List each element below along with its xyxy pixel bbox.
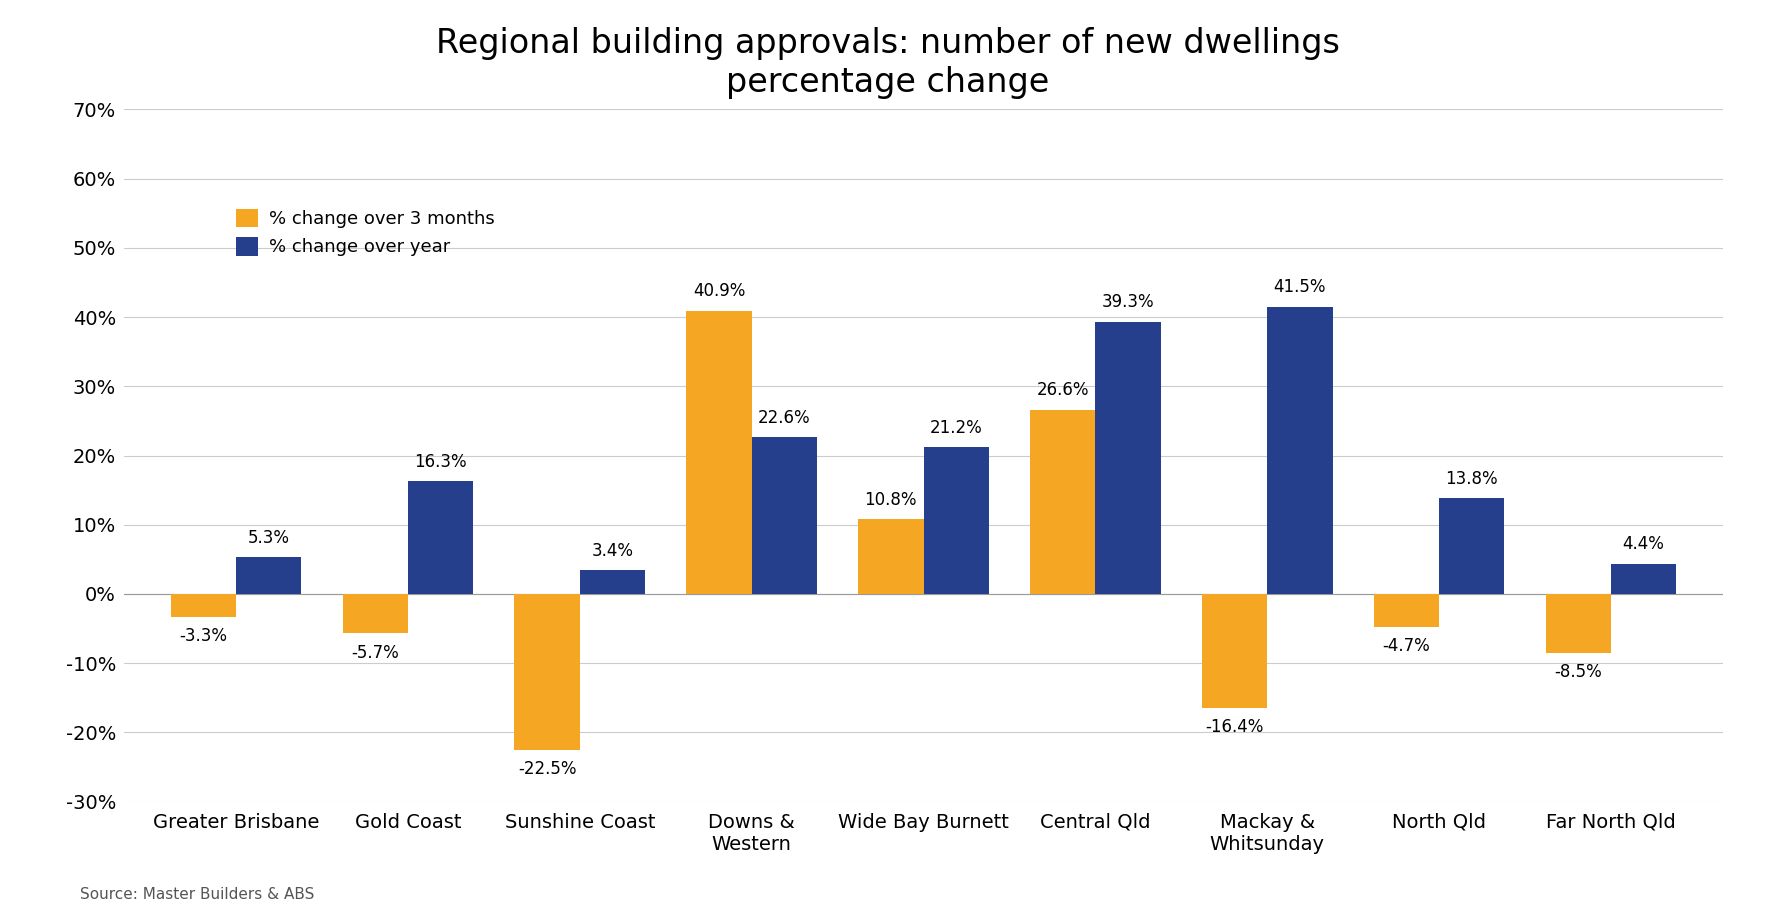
Text: 26.6%: 26.6%: [1037, 382, 1089, 399]
Bar: [236, 558, 302, 594]
Text: -3.3%: -3.3%: [179, 627, 227, 645]
Text: 4.4%: 4.4%: [1623, 535, 1664, 553]
Text: 3.4%: 3.4%: [591, 542, 634, 560]
Bar: [1545, 594, 1611, 653]
Text: Source: Master Builders & ABS: Source: Master Builders & ABS: [80, 887, 314, 902]
Text: -4.7%: -4.7%: [1382, 637, 1430, 655]
Bar: [1030, 410, 1096, 594]
Text: -5.7%: -5.7%: [352, 644, 400, 661]
Text: 41.5%: 41.5%: [1273, 278, 1327, 296]
Bar: [1096, 322, 1162, 594]
Bar: [408, 481, 472, 594]
Text: -22.5%: -22.5%: [519, 760, 577, 778]
Text: Regional building approvals: number of new dwellings
percentage change: Regional building approvals: number of n…: [437, 27, 1339, 98]
Bar: [579, 570, 645, 594]
Text: 39.3%: 39.3%: [1101, 293, 1154, 312]
Bar: [1375, 594, 1439, 627]
Bar: [686, 311, 751, 594]
Bar: [515, 594, 579, 750]
Text: 13.8%: 13.8%: [1446, 470, 1499, 488]
Text: 21.2%: 21.2%: [931, 419, 982, 436]
Bar: [924, 447, 989, 594]
Bar: [1439, 498, 1504, 594]
Bar: [1202, 594, 1268, 708]
Bar: [858, 519, 924, 594]
Bar: [751, 437, 817, 594]
Text: 10.8%: 10.8%: [865, 491, 916, 509]
Bar: [1268, 307, 1332, 594]
Text: -16.4%: -16.4%: [1206, 718, 1265, 736]
Text: 16.3%: 16.3%: [414, 453, 467, 471]
Bar: [170, 594, 236, 617]
Text: 40.9%: 40.9%: [693, 282, 746, 301]
Bar: [1611, 564, 1677, 594]
Text: 22.6%: 22.6%: [758, 409, 810, 427]
Text: 5.3%: 5.3%: [247, 529, 289, 547]
Legend: % change over 3 months, % change over year: % change over 3 months, % change over ye…: [229, 201, 503, 263]
Bar: [343, 594, 408, 633]
Text: -8.5%: -8.5%: [1554, 663, 1602, 681]
